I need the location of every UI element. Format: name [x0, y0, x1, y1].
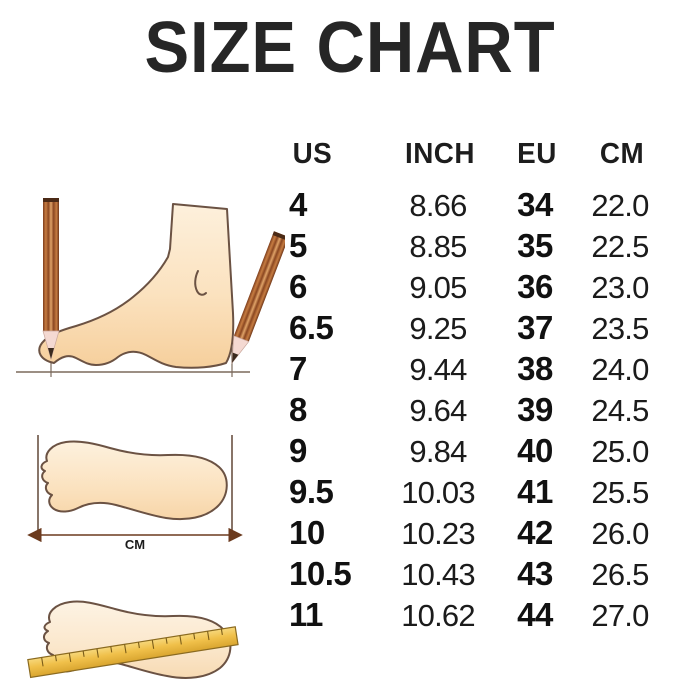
footprint-shape [40, 440, 228, 521]
cell-us: 11 [289, 596, 323, 633]
foot-profile-shape [38, 203, 235, 369]
cell-us: 9 [289, 432, 307, 469]
cell-inch: 10.03 [401, 475, 475, 510]
cell-cm: 26.0 [591, 516, 649, 551]
table-row: 7 9.44 38 24.0 [283, 350, 683, 391]
cell-eu: 39 [517, 391, 553, 428]
table-row: 9.5 10.03 41 25.5 [283, 473, 683, 514]
cell-cm: 26.5 [591, 557, 649, 592]
table-row: 6 9.05 36 23.0 [283, 268, 683, 309]
table-row: 9 9.84 40 25.0 [283, 432, 683, 473]
cell-us: 6.5 [289, 309, 334, 346]
cell-eu: 35 [517, 227, 553, 264]
cell-us: 7 [289, 350, 307, 387]
toe-pencil-icon [42, 198, 60, 361]
column-header-us: US [292, 138, 333, 170]
cell-inch: 10.23 [401, 516, 475, 551]
table-row: 10 10.23 42 26.0 [283, 514, 683, 555]
cell-cm: 23.0 [591, 270, 649, 305]
cell-us: 9.5 [289, 473, 334, 510]
cell-inch: 10.43 [401, 557, 475, 592]
cell-inch: 8.85 [409, 229, 467, 264]
column-header-cm: CM [599, 138, 645, 170]
cell-eu: 34 [517, 186, 553, 223]
cell-us: 8 [289, 391, 307, 428]
heel-pencil-icon [231, 231, 285, 365]
foot-side-view-illustration [0, 185, 285, 390]
cell-inch: 9.25 [409, 311, 467, 346]
cell-cm: 25.0 [591, 434, 649, 469]
footprint-cm-illustration: CM [0, 423, 285, 553]
cell-cm: 25.5 [591, 475, 649, 510]
cell-cm: 24.5 [591, 393, 649, 428]
column-header-inch: INCH [405, 138, 475, 170]
size-table: US INCH EU CM 4 8.66 34 22.0 5 8.85 35 2… [283, 138, 683, 637]
footprint-ruler-illustration [0, 580, 285, 690]
cell-us: 6 [289, 268, 307, 305]
cell-eu: 38 [517, 350, 553, 387]
table-row: 6.5 9.25 37 23.5 [283, 309, 683, 350]
cell-eu: 36 [517, 268, 553, 305]
cell-cm: 23.5 [591, 311, 649, 346]
table-row: 5 8.85 35 22.5 [283, 227, 683, 268]
cell-eu: 43 [517, 555, 553, 592]
illustration-column: CM [0, 185, 285, 700]
cell-cm: 22.0 [591, 188, 649, 223]
table-header-row: US INCH EU CM [283, 138, 683, 186]
table-row: 8 9.64 39 24.5 [283, 391, 683, 432]
cell-inch: 9.84 [409, 434, 467, 469]
cell-us: 5 [289, 227, 307, 264]
cell-eu: 44 [517, 596, 553, 633]
cell-inch: 9.05 [409, 270, 467, 305]
ankle-crease [194, 270, 207, 296]
cell-eu: 42 [517, 514, 553, 551]
table-row: 10.5 10.43 43 26.5 [283, 555, 683, 596]
table-row: 11 10.62 44 27.0 [283, 596, 683, 637]
cell-cm: 24.0 [591, 352, 649, 387]
cell-eu: 41 [517, 473, 553, 510]
cm-measure-label: CM [125, 537, 145, 552]
cell-eu: 40 [517, 432, 553, 469]
cell-us: 10.5 [289, 555, 352, 592]
cell-eu: 37 [517, 309, 553, 346]
column-header-eu: EU [517, 138, 557, 170]
cell-inch: 8.66 [409, 188, 467, 223]
cell-inch: 10.62 [401, 598, 475, 633]
cell-cm: 22.5 [591, 229, 649, 264]
cell-inch: 9.44 [409, 352, 467, 387]
cell-us: 10 [289, 514, 325, 551]
cell-us: 4 [289, 186, 307, 223]
cell-inch: 9.64 [409, 393, 467, 428]
cell-cm: 27.0 [591, 598, 649, 633]
table-row: 4 8.66 34 22.0 [283, 186, 683, 227]
page-title: SIZE CHART [144, 8, 556, 88]
ruler-tape-icon [27, 626, 239, 679]
